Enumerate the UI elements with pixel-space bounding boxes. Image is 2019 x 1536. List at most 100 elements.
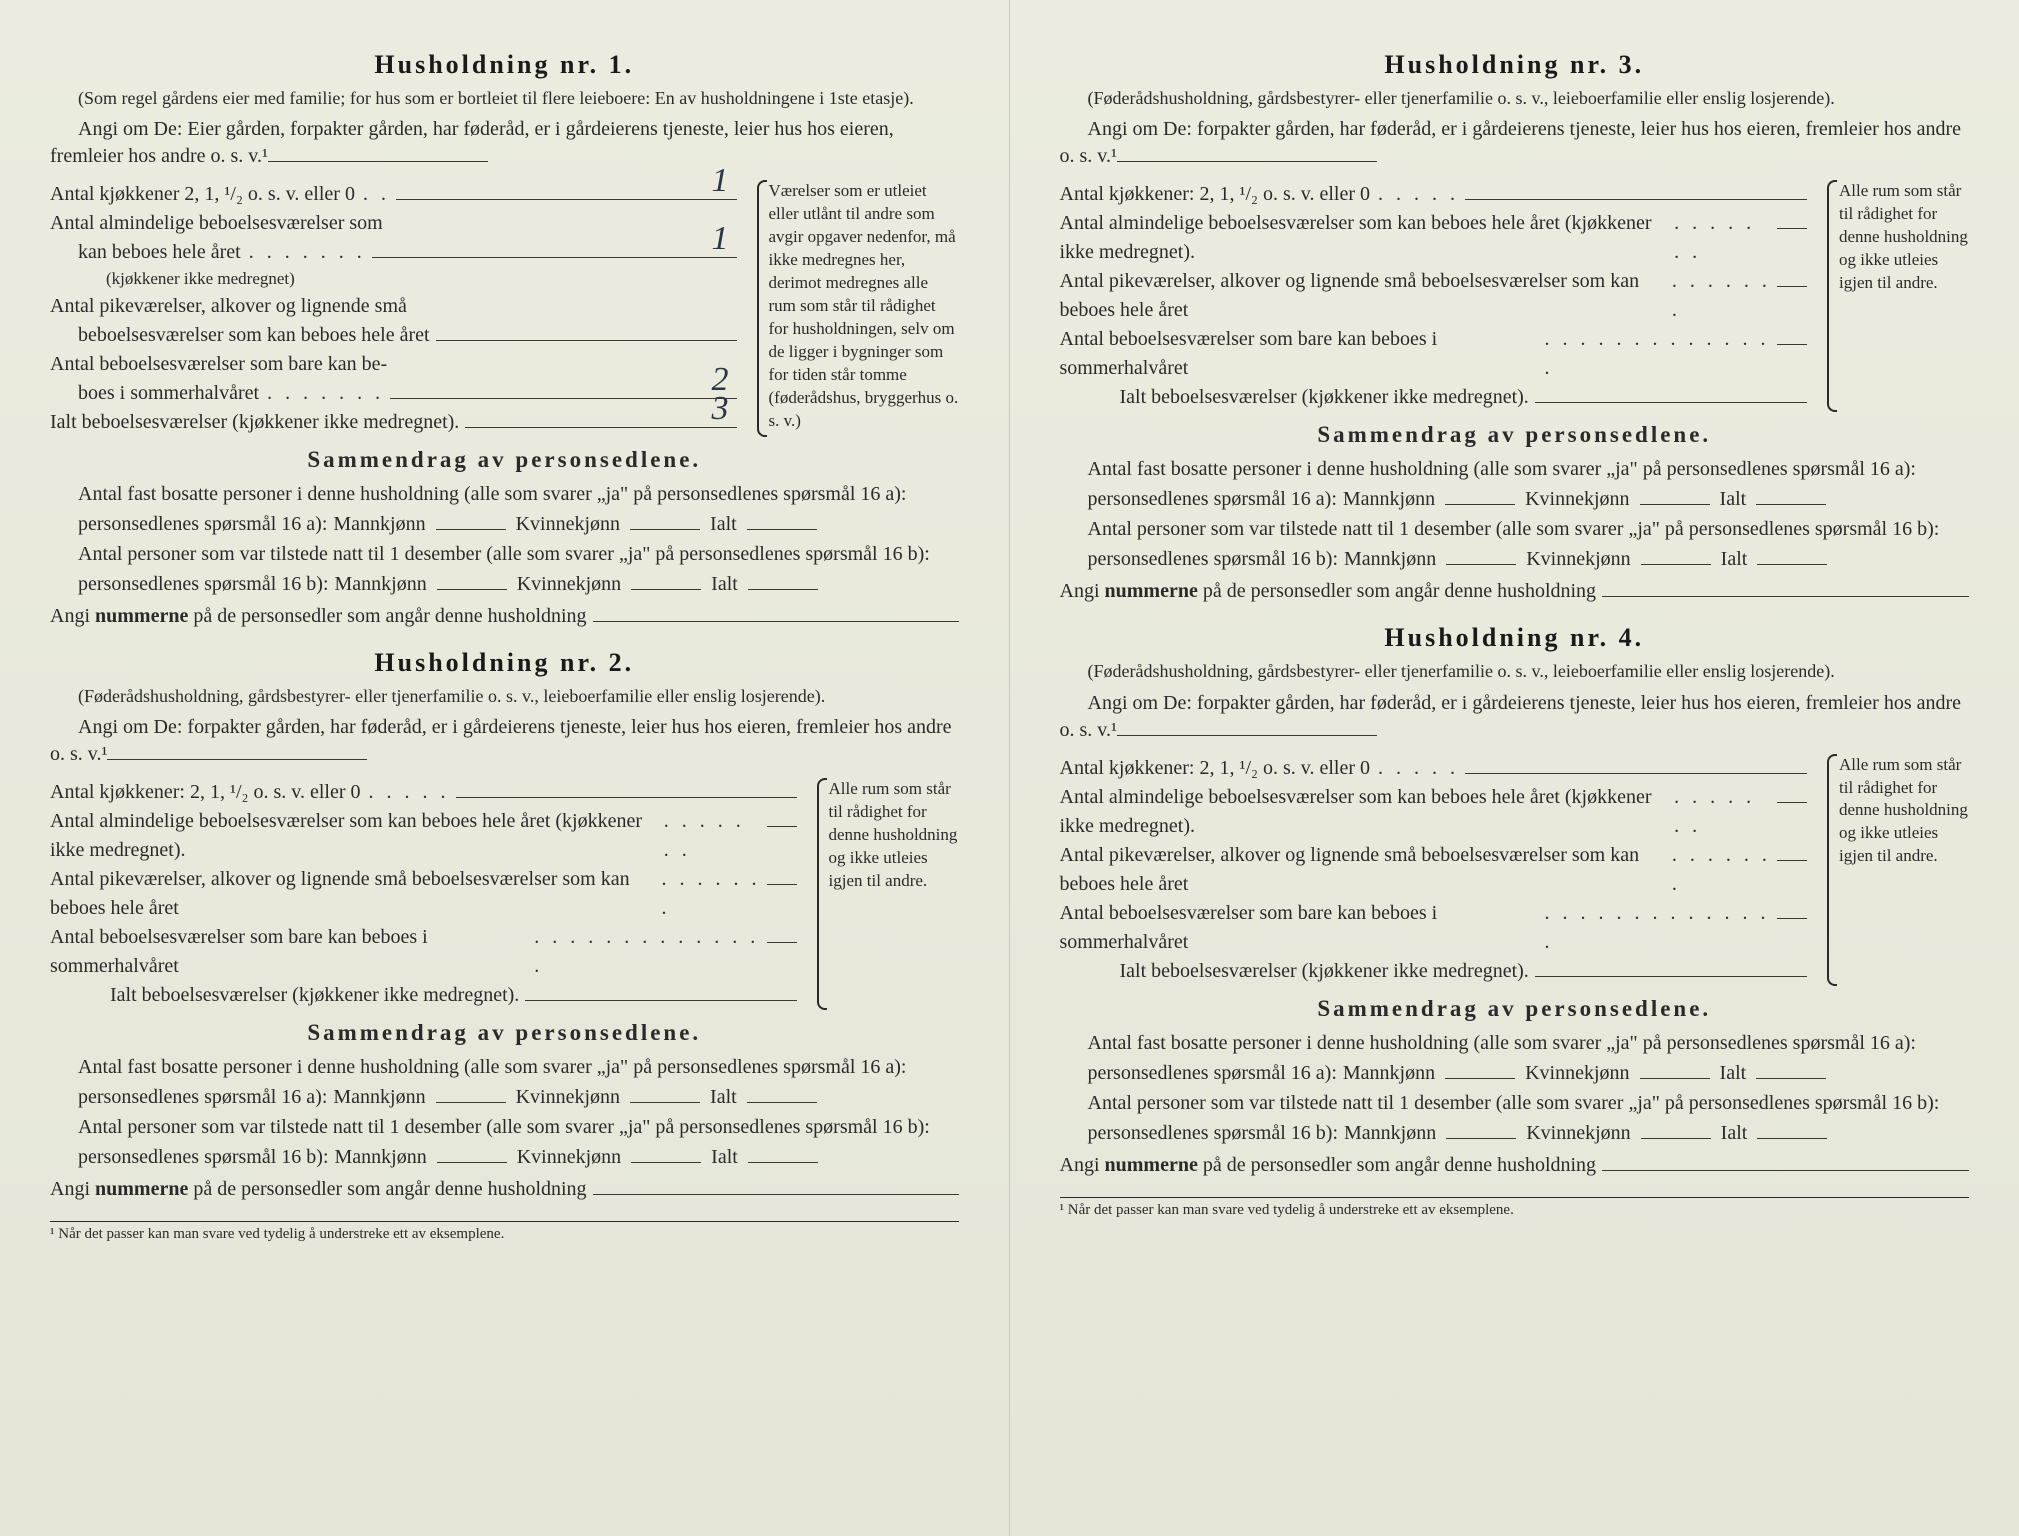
hh1-q2a: Antal almindelige beboelsesværelser som	[50, 209, 383, 238]
hh3-q1-text: Antal kjøkkener: 2, 1, ¹/₂ o. s. v. elle…	[1060, 180, 1371, 209]
label: Mannkjønn	[1344, 1118, 1436, 1148]
hh1-sidenote: Værelser som er utleiet eller utlånt til…	[751, 180, 959, 437]
hh4-q2-text: Antal almindelige beboelsesværelser som …	[1060, 783, 1667, 841]
label: Kvinnekjønn	[516, 1082, 620, 1112]
hh1-q1: Antal kjøkkener 2, 1, ¹/₂ o. s. v. eller…	[50, 180, 737, 209]
hh3-q4-text: Antal beboelsesværelser som bare kan beb…	[1060, 325, 1537, 383]
hh1-s2-genders: personsedlenes spørsmål 16 b): Mannkjønn…	[50, 569, 959, 599]
hh1-title: Husholdning nr. 1.	[50, 50, 959, 80]
hh1-q4: Antal beboelsesværelser som bare kan be-…	[50, 350, 737, 408]
hh3-numline: Angi nummerne på de personsedler som ang…	[1060, 580, 1970, 603]
hh1-rooms-row: Antal kjøkkener 2, 1, ¹/₂ o. s. v. eller…	[50, 180, 959, 437]
hh1-s1-genders: personsedlenes spørsmål 16 a): Mannkjønn…	[50, 509, 959, 539]
hh1-q5-value: 3	[712, 384, 729, 433]
household-3: Husholdning nr. 3. (Føderådshusholdning,…	[1060, 50, 1970, 603]
hh4-q2: Antal almindelige beboelsesværelser som …	[1060, 783, 1808, 841]
label: Kvinnekjønn	[1525, 484, 1629, 514]
hh3-s2-genders: personsedlenes spørsmål 16 b): Mannkjønn…	[1060, 544, 1970, 574]
hh3-q5: Ialt beboelsesværelser (kjøkkener ikke m…	[1060, 383, 1808, 412]
label: Ialt	[710, 1082, 737, 1112]
hh3-prompt-text: Angi om De: forpakter gården, har føderå…	[1060, 118, 1962, 167]
hh1-q3a: Antal pikeværelser, alkover og lignende …	[50, 292, 407, 321]
brace-icon	[1821, 180, 1835, 412]
hh1-q3-fill	[436, 340, 737, 341]
hh1-s1: Antal fast bosatte personer i denne hush…	[50, 479, 959, 509]
hh3-subhead: Sammendrag av personsedlene.	[1060, 422, 1970, 448]
hh2-q2: Antal almindelige beboelsesværelser som …	[50, 807, 797, 865]
label-kvinne-2: Kvinnekjønn	[517, 569, 621, 599]
hh3-sidenote: Alle rum som står til rådighet for denne…	[1821, 180, 1969, 412]
hh3-questions: Antal kjøkkener: 2, 1, ¹/₂ o. s. v. elle…	[1060, 180, 1808, 412]
hh2-q3-text: Antal pikeværelser, alkover og lignende …	[50, 865, 654, 923]
hh4-numline: Angi nummerne på de personsedler som ang…	[1060, 1154, 1970, 1177]
hh3-q4: Antal beboelsesværelser som bare kan beb…	[1060, 325, 1808, 383]
hh2-q3: Antal pikeværelser, alkover og lignende …	[50, 865, 797, 923]
hh2-prompt-text: Angi om De: forpakter gården, har føderå…	[50, 716, 952, 765]
hh2-note: (Føderådshusholdning, gårdsbestyrer- ell…	[50, 684, 959, 708]
label: Kvinnekjønn	[1526, 544, 1630, 574]
hh4-q1: Antal kjøkkener: 2, 1, ¹/₂ o. s. v. elle…	[1060, 754, 1808, 783]
label: Ialt	[1720, 484, 1747, 514]
hh2-s2: Antal personer som var tilstede natt til…	[50, 1112, 959, 1142]
label: Ialt	[1720, 1058, 1747, 1088]
hh4-sidenote: Alle rum som står til rådighet for denne…	[1821, 754, 1969, 986]
hh3-q5-text: Ialt beboelsesværelser (kjøkkener ikke m…	[1120, 383, 1529, 412]
hh2-numline: Angi nummerne på de personsedler som ang…	[50, 1178, 959, 1201]
hh1-note: (Som regel gårdens eier med familie; for…	[50, 86, 959, 110]
label-ialt: Ialt	[710, 509, 737, 539]
hh3-rooms-row: Antal kjøkkener: 2, 1, ¹/₂ o. s. v. elle…	[1060, 180, 1970, 412]
right-page: Husholdning nr. 3. (Føderådshusholdning,…	[1010, 0, 2019, 1536]
hh1-q4b: boes i sommerhalvåret	[78, 379, 259, 408]
hh1-q1-fill: 1	[396, 199, 737, 200]
hh4-s1-genders: personsedlenes spørsmål 16 a): Mannkjønn…	[1060, 1058, 1970, 1088]
hh4-subhead: Sammendrag av personsedlene.	[1060, 996, 1970, 1022]
hh3-prompt: Angi om De: forpakter gården, har føderå…	[1060, 116, 1970, 170]
hh4-s2: Antal personer som var tilstede natt til…	[1060, 1088, 1970, 1118]
footnote-right: ¹ Når det passer kan man svare ved tydel…	[1060, 1197, 1970, 1219]
hh2-rooms-row: Antal kjøkkener: 2, 1, ¹/₂ o. s. v. elle…	[50, 778, 959, 1010]
hh3-q2-text: Antal almindelige beboelsesværelser som …	[1060, 209, 1667, 267]
hh1-q4-fill: 2	[390, 398, 736, 399]
hh2-prompt: Angi om De: forpakter gården, har føderå…	[50, 714, 959, 768]
hh1-numline: Angi nummerne på de personsedler som ang…	[50, 605, 959, 628]
hh4-note: (Føderådshusholdning, gårdsbestyrer- ell…	[1060, 659, 1970, 683]
hh1-q1-text: Antal kjøkkener 2, 1, ¹/₂ o. s. v. eller…	[50, 180, 355, 209]
hh1-q2-fill: 1	[372, 257, 737, 258]
hh1-q3: Antal pikeværelser, alkover og lignende …	[50, 292, 737, 350]
hh4-prompt-text: Angi om De: forpakter gården, har føderå…	[1060, 692, 1962, 741]
hh4-q3: Antal pikeværelser, alkover og lignende …	[1060, 841, 1808, 899]
hh2-q1-text: Antal kjøkkener: 2, 1, ¹/₂ o. s. v. elle…	[50, 778, 361, 807]
hh3-q1: Antal kjøkkener: 2, 1, ¹/₂ o. s. v. elle…	[1060, 180, 1808, 209]
hh1-q2: Antal almindelige beboelsesværelser som …	[50, 209, 737, 292]
census-form-page: Husholdning nr. 1. (Som regel gårdens ei…	[0, 0, 2019, 1536]
hh3-q2: Antal almindelige beboelsesværelser som …	[1060, 209, 1808, 267]
footnote-left: ¹ Når det passer kan man svare ved tydel…	[50, 1221, 959, 1243]
hh4-q5: Ialt beboelsesværelser (kjøkkener ikke m…	[1060, 957, 1808, 986]
hh1-q2-note: (kjøkkener ikke medregnet)	[50, 267, 737, 292]
brace-icon	[811, 778, 825, 1010]
label: Kvinnekjønn	[1525, 1058, 1629, 1088]
label: Mannkjønn	[335, 1142, 427, 1172]
hh1-prompt-blank	[268, 161, 488, 162]
household-4: Husholdning nr. 4. (Føderådshusholdning,…	[1060, 623, 1970, 1176]
hh2-q5: Ialt beboelsesværelser (kjøkkener ikke m…	[50, 981, 797, 1010]
hh3-s1-genders: personsedlenes spørsmål 16 a): Mannkjønn…	[1060, 484, 1970, 514]
hh2-q4-text: Antal beboelsesværelser som bare kan beb…	[50, 923, 526, 981]
hh1-prompt: Angi om De: Eier gården, forpakter gårde…	[50, 116, 959, 170]
hh4-prompt: Angi om De: forpakter gården, har føderå…	[1060, 690, 1970, 744]
label: Mannkjønn	[1343, 484, 1435, 514]
hh1-subhead: Sammendrag av personsedlene.	[50, 447, 959, 473]
brace-icon	[1821, 754, 1835, 986]
left-page: Husholdning nr. 1. (Som regel gårdens ei…	[0, 0, 1010, 1536]
hh2-s1: Antal fast bosatte personer i denne hush…	[50, 1052, 959, 1082]
label: Ialt	[711, 1142, 738, 1172]
hh4-q3-text: Antal pikeværelser, alkover og lignende …	[1060, 841, 1664, 899]
label: Ialt	[1721, 544, 1748, 574]
label: Kvinnekjønn	[517, 1142, 621, 1172]
hh3-s1: Antal fast bosatte personer i denne hush…	[1060, 454, 1970, 484]
hh2-sidenote: Alle rum som står til rådighet for denne…	[811, 778, 959, 1010]
label: Ialt	[1721, 1118, 1748, 1148]
hh3-q3-text: Antal pikeværelser, alkover og lignende …	[1060, 267, 1664, 325]
hh3-note: (Føderådshusholdning, gårdsbestyrer- ell…	[1060, 86, 1970, 110]
hh4-s2-genders: personsedlenes spørsmål 16 b): Mannkjønn…	[1060, 1118, 1970, 1148]
